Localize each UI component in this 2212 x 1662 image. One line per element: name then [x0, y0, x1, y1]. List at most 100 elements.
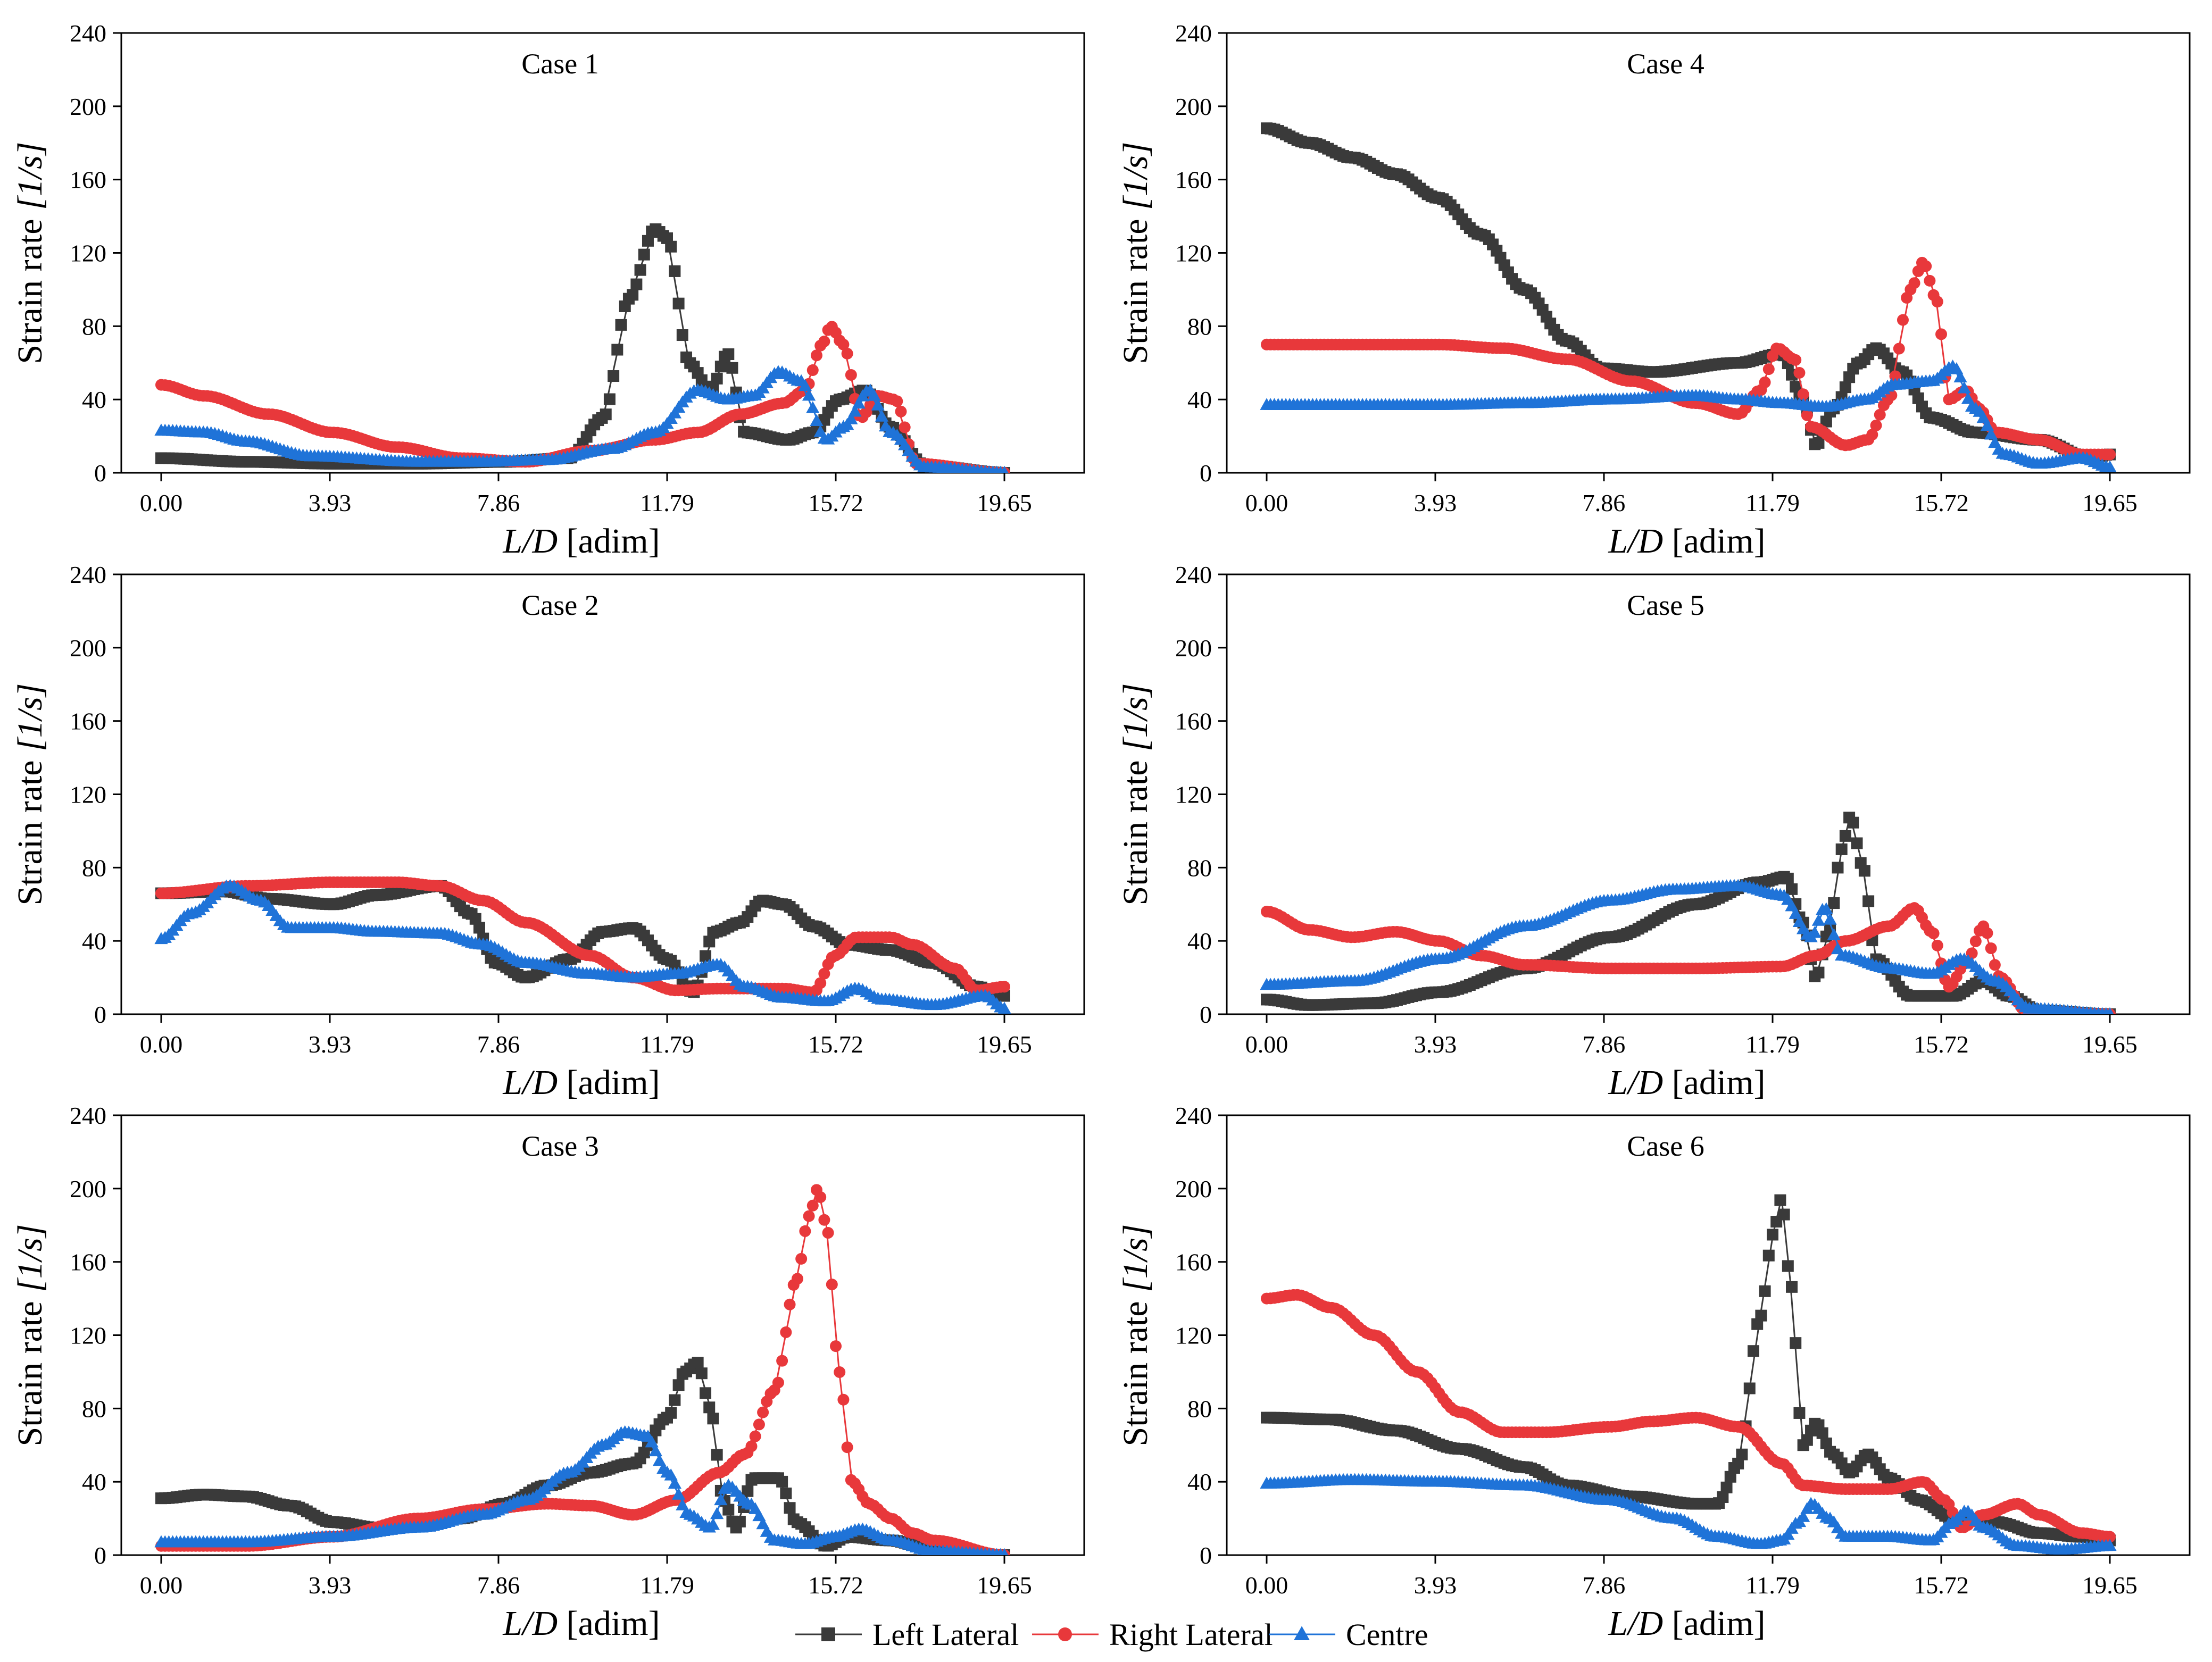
data-point — [1950, 362, 1964, 374]
data-point — [1908, 277, 1920, 289]
data-point — [638, 248, 650, 261]
x-tick-label: 15.72 — [808, 489, 863, 516]
plot-frame — [120, 573, 1085, 1015]
y-tick-label: 120 — [70, 1322, 106, 1349]
data-point — [1827, 928, 1841, 940]
data-point — [611, 344, 623, 356]
data-point — [645, 1435, 659, 1448]
data-point — [837, 1393, 850, 1406]
x-tick-label: 0.00 — [1245, 489, 1288, 516]
y-tick-label: 40 — [82, 928, 106, 955]
data-point — [1790, 1337, 1802, 1349]
data-point — [753, 1418, 765, 1431]
series-centre — [154, 879, 1011, 1014]
data-point — [1889, 370, 1901, 382]
data-point — [1801, 409, 1813, 421]
data-point — [791, 1273, 803, 1285]
series-left-lateral — [155, 223, 1010, 473]
x-tick-label: 19.65 — [2082, 1031, 2138, 1058]
panel-title: Case 1 — [521, 48, 598, 80]
y-tick-label: 80 — [82, 313, 106, 340]
legend-marker — [1294, 1626, 1310, 1641]
series-centre — [154, 365, 1009, 473]
data-point — [871, 398, 885, 411]
y-axis-title: Strain rate [1/s] — [11, 683, 49, 906]
series-left-lateral — [1261, 1194, 2116, 1547]
y-tick-label: 80 — [1187, 854, 1212, 881]
data-point — [891, 395, 903, 407]
data-point — [1851, 837, 1863, 849]
data-point — [814, 977, 827, 989]
data-point — [711, 372, 723, 385]
y-tick-label: 120 — [1175, 1322, 1212, 1349]
data-point — [1759, 1285, 1771, 1297]
data-point — [700, 950, 712, 962]
data-point — [1935, 328, 1947, 340]
chart-case-6: 0 40 80 120 160 200 240 0.00 3.93 7.86 11.79 15.72 1… — [1116, 1102, 2191, 1643]
data-point — [837, 338, 850, 350]
data-point — [1782, 872, 1794, 884]
data-point — [634, 264, 646, 276]
data-point — [780, 1326, 792, 1339]
y-tick-label: 240 — [1175, 1102, 1212, 1129]
data-point — [710, 1507, 724, 1519]
data-point — [844, 412, 858, 424]
y-tick-label: 0 — [94, 460, 106, 487]
y-axis-title: Strain rate [1/s] — [11, 1224, 49, 1447]
data-point — [822, 1227, 834, 1239]
data-point — [706, 1518, 720, 1530]
y-tick-label: 80 — [1187, 313, 1212, 340]
y-tick-label: 200 — [70, 1175, 106, 1202]
data-point — [818, 967, 830, 980]
data-point — [1847, 816, 1859, 829]
x-axis-title: L/D [adim] — [1608, 1604, 1765, 1643]
data-point — [757, 1406, 769, 1418]
data-point — [845, 369, 857, 381]
data-point — [648, 1444, 663, 1457]
data-point — [1989, 959, 2001, 971]
x-tick-label: 0.00 — [140, 489, 183, 516]
data-point — [664, 1468, 678, 1481]
data-point — [1819, 902, 1833, 915]
data-point — [1762, 363, 1775, 375]
data-point — [1786, 883, 1798, 895]
y-tick-label: 200 — [1175, 93, 1212, 120]
data-point — [722, 1504, 735, 1516]
data-point — [810, 414, 824, 427]
data-point — [799, 1225, 811, 1237]
data-point — [669, 265, 681, 277]
data-point — [776, 1355, 788, 1367]
data-point — [1790, 354, 1802, 366]
data-point — [703, 1401, 716, 1414]
x-tick-label: 11.79 — [1745, 489, 1800, 516]
data-point — [814, 1191, 827, 1203]
data-point — [841, 347, 853, 360]
data-point — [810, 349, 822, 362]
legend-label: Left Lateral — [872, 1617, 1019, 1652]
data-point — [1874, 408, 1886, 421]
y-tick-label: 120 — [1175, 781, 1212, 808]
data-point — [1985, 942, 1997, 955]
x-tick-label: 3.93 — [1414, 489, 1457, 516]
data-point — [615, 319, 627, 331]
y-tick-label: 200 — [1175, 634, 1212, 662]
data-point — [676, 329, 688, 341]
data-point — [665, 1407, 677, 1419]
series-centre — [1260, 359, 2117, 473]
chart-case-5: 0 40 80 120 160 200 240 0.00 3.93 7.86 11.79 15.72 1… — [1116, 561, 2191, 1102]
x-tick-label: 19.65 — [2082, 489, 2138, 516]
y-tick-label: 160 — [70, 708, 106, 735]
y-tick-label: 40 — [82, 1468, 106, 1496]
data-point — [1778, 1208, 1790, 1221]
data-point — [1743, 1382, 1756, 1394]
data-point — [776, 1475, 788, 1488]
data-point — [834, 1366, 846, 1379]
chart-case-3: 0 40 80 120 160 200 240 0.00 3.93 7.86 11.79 15.72 1… — [11, 1102, 1085, 1643]
data-point — [1781, 1527, 1795, 1540]
y-tick-label: 200 — [70, 93, 106, 120]
x-tick-label: 15.72 — [1914, 489, 1969, 516]
y-tick-label: 40 — [1187, 1468, 1212, 1496]
legend-item-right-lateral: Right Lateral — [1032, 1617, 1273, 1652]
data-point — [780, 1488, 792, 1500]
data-point — [798, 379, 812, 391]
